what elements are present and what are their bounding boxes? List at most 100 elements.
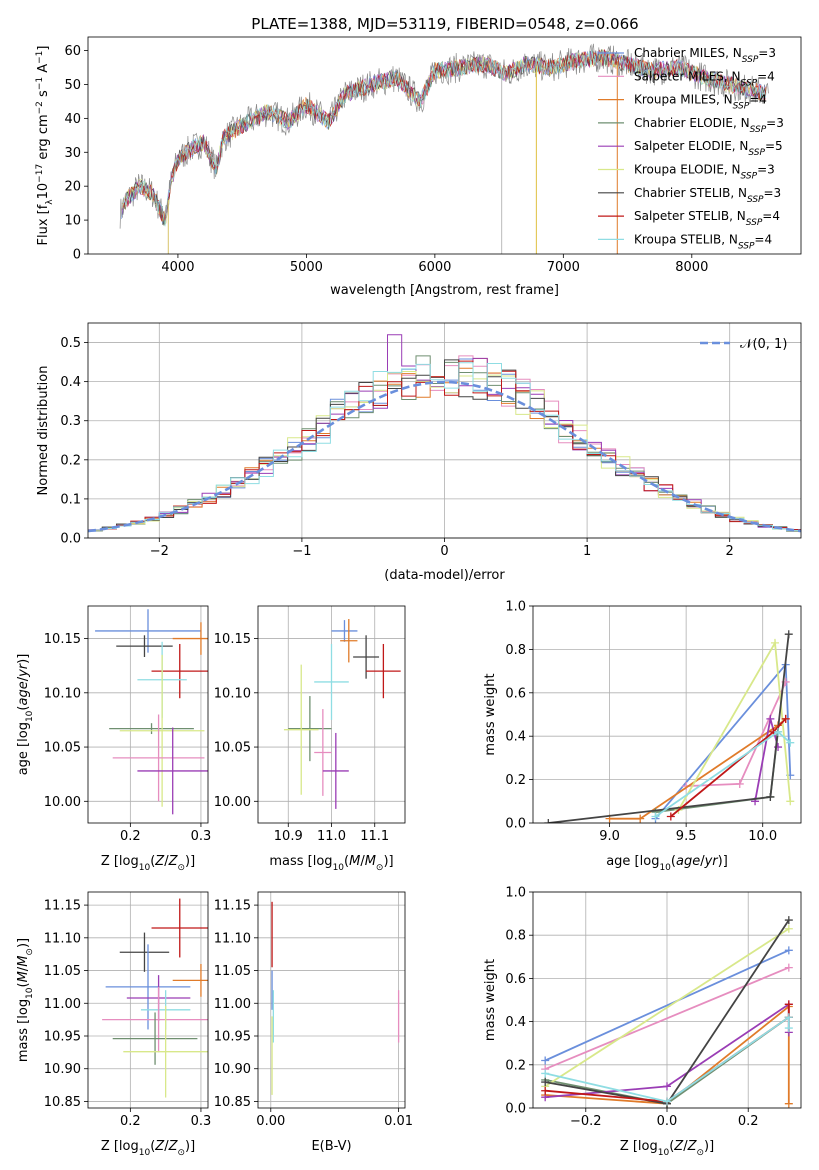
- weight-marker: [766, 714, 775, 723]
- errorbar-point: [353, 635, 380, 679]
- weight-line: [545, 1004, 790, 1105]
- x-tick-label: 0.2: [738, 1114, 759, 1129]
- x-tick-label: 0.2: [120, 1114, 141, 1129]
- errorbar-point: [137, 727, 208, 815]
- y-tick-label: 11.05: [214, 964, 251, 979]
- plot-area: [541, 916, 793, 1108]
- axes-frame: [532, 605, 802, 824]
- weight-marker: [784, 924, 793, 933]
- x-tick-label: 11.1: [360, 829, 389, 844]
- y-tick-label: 11.15: [214, 899, 251, 914]
- y-tick-label: 30: [64, 146, 81, 161]
- weight-line: [544, 927, 790, 1088]
- y-tick-label: 11.00: [214, 997, 251, 1012]
- weight-marker: [663, 1082, 671, 1091]
- weight-line: [548, 634, 790, 823]
- errorbar-point: [366, 643, 401, 699]
- y-tick-label: 10.95: [214, 1030, 251, 1045]
- axes-frame: [257, 605, 406, 824]
- y-tick-label: 0.8: [505, 929, 526, 944]
- x-axis-label: E(B-V): [311, 1139, 351, 1154]
- axes-residuals: −2 −1 0 1 2 0.0 0.1 0.2 0.3 0.4 0.5 𝒩(0, 1) (data-mo…: [36, 322, 802, 583]
- y-axis-label: Flux [fλ10−17 erg cm−2 s−1 A−1]: [35, 46, 55, 246]
- x-tick-label: −1: [292, 544, 311, 559]
- legend-entry: Salpeter MILES, NSSP=4: [634, 69, 775, 88]
- weight-marker: [784, 946, 793, 955]
- y-tick-label: 10: [64, 214, 81, 229]
- weight-line: [544, 966, 790, 1070]
- errorbar-point: [116, 635, 173, 657]
- y-tick-label: 1.0: [505, 600, 526, 615]
- errorbar-point: [109, 723, 194, 735]
- axes-mass_vs_Z: 0.2 0.3 10.85 10.90 10.95 11.00 11.05 11.10 11.1…: [16, 891, 212, 1158]
- errorbar-point: [123, 1005, 208, 1098]
- y-tick-label: 10.95: [44, 1030, 81, 1045]
- x-tick-label: 9.5: [676, 829, 697, 844]
- weight-marker: [541, 1069, 550, 1078]
- y-tick-label: 0.2: [505, 773, 526, 788]
- y-tick-label: 10.85: [214, 1095, 251, 1110]
- x-axis-label: Z [log10(Z/Z⊙)]: [620, 1139, 714, 1158]
- legend-entry: Salpeter ELODIE, NSSP=5: [634, 139, 783, 158]
- x-tick-label: 7000: [547, 260, 580, 275]
- y-tick-label: 11.05: [44, 964, 81, 979]
- weight-marker: [541, 1086, 550, 1095]
- y-tick-label: 11.10: [44, 931, 81, 946]
- y-tick-label: 0.2: [60, 453, 81, 468]
- legend-entry: Kroupa ELODIE, NSSP=3: [634, 163, 775, 182]
- legend-entry: 𝒩(0, 1): [740, 337, 787, 352]
- y-tick-label: 40: [64, 112, 81, 127]
- y-tick-label: 10.15: [44, 632, 81, 647]
- y-tick-label: 10.05: [214, 741, 251, 756]
- plot-area: [102, 898, 208, 1098]
- y-tick-label: 11.10: [214, 931, 251, 946]
- x-tick-label: 1: [583, 544, 591, 559]
- axes-frame: [87, 36, 802, 255]
- axes-weights_vs_age: 9.0 9.5 10.0 0.0 0.2 0.4 0.6 0.8 1.0 age [log10(a…: [483, 600, 802, 873]
- x-axis-label: age [log10(age/yr)]: [606, 854, 728, 873]
- y-tick-label: 1.0: [505, 886, 526, 901]
- weight-line: [544, 1015, 790, 1103]
- x-axis-label: Z [log10(Z/Z⊙)]: [101, 1139, 195, 1158]
- y-tick-label: 0.6: [505, 972, 526, 987]
- x-tick-label: 0.00: [256, 1114, 285, 1129]
- errorbar-point: [172, 964, 208, 997]
- weight-marker: [786, 738, 795, 747]
- weight-marker: [541, 1078, 550, 1087]
- weight-line: [544, 949, 790, 1062]
- x-tick-label: 9.0: [599, 829, 620, 844]
- weight-marker: [784, 1013, 793, 1022]
- y-tick-label: 0.0: [505, 1102, 526, 1117]
- axes-age_vs_mass: 10.9 11.0 11.1 10.00 10.05 10.10 10.15 mass [lo…: [214, 605, 406, 873]
- weight-marker: [735, 779, 744, 788]
- legend-entry: Chabrier ELODIE, NSSP=3: [634, 116, 784, 135]
- y-tick-label: 0.3: [60, 414, 81, 429]
- weight-marker: [784, 1000, 793, 1009]
- axes-frame: [87, 605, 209, 824]
- y-tick-label: 10.00: [44, 795, 81, 810]
- y-tick-label: 10.10: [44, 686, 81, 701]
- y-axis-label: mass [log10(M/M⊙)]: [16, 938, 35, 1062]
- model-spectrum: [122, 48, 767, 222]
- errorbar-point: [172, 622, 208, 655]
- x-tick-label: 10.9: [274, 829, 303, 844]
- x-tick-label: 10.0: [748, 829, 777, 844]
- weight-marker: [636, 814, 645, 823]
- plot-area: [119, 43, 769, 254]
- legend-entry: Chabrier MILES, NSSP=3: [634, 46, 776, 65]
- errorbar-point: [331, 620, 358, 642]
- x-tick-label: 0.2: [120, 829, 141, 844]
- weight-marker: [766, 792, 775, 801]
- legend-entry: Kroupa STELIB, NSSP=4: [634, 232, 772, 251]
- y-tick-label: 0: [73, 248, 81, 263]
- y-tick-label: 0.5: [60, 336, 81, 351]
- x-tick-label: 0.3: [191, 829, 212, 844]
- y-tick-label: 0.8: [505, 643, 526, 658]
- x-tick-label: −0.2: [570, 1114, 602, 1129]
- axes-frame: [87, 322, 802, 539]
- x-tick-label: 5000: [290, 260, 323, 275]
- x-tick-label: 0.3: [191, 1114, 212, 1129]
- axes-frame: [532, 891, 802, 1109]
- plot-area: [283, 619, 401, 809]
- weight-marker: [544, 819, 553, 823]
